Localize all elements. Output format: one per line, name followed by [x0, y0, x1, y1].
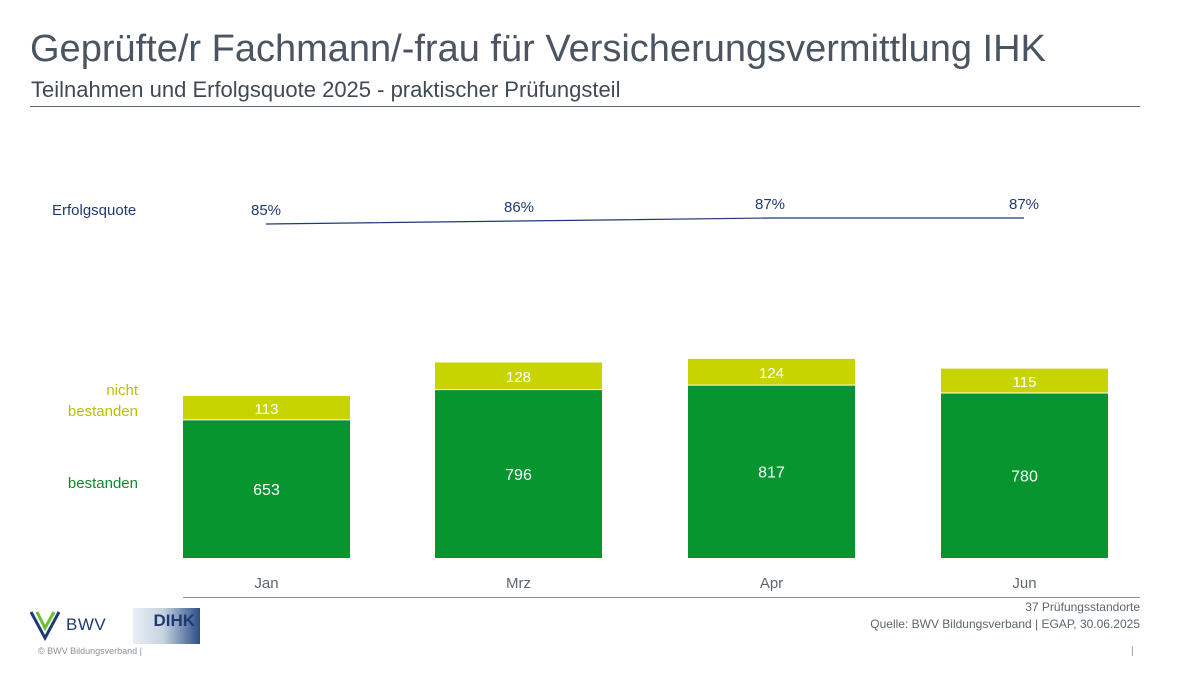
erfolgsquote-label: 87% [1009, 196, 1039, 213]
data-label-bestanden: 817 [758, 465, 785, 482]
bwv-logo-text: BWV [66, 615, 107, 634]
dihk-logo: DIHK [133, 608, 200, 644]
bar-bestanden [941, 392, 1108, 558]
legend-nicht-bestanden: nicht bestanden [67, 382, 138, 420]
footer-standorte: 37 Prüfungsstandorte [1025, 600, 1140, 614]
data-label-bestanden: 796 [505, 467, 532, 484]
bar-nicht-bestanden [941, 368, 1108, 393]
bar-bestanden [688, 385, 855, 558]
data-label-bestanden: 653 [253, 482, 280, 499]
legend-erfolgsquote: Erfolgsquote [52, 202, 137, 219]
bar-nicht-bestanden [183, 395, 350, 420]
erfolgsquote-line [265, 217, 1024, 225]
data-label-nicht-bestanden: 115 [1013, 374, 1037, 391]
bar-bestanden [183, 419, 350, 558]
bar-nicht-bestanden [688, 358, 855, 386]
erfolgsquote-label: 86% [504, 199, 534, 216]
page-separator: | [1131, 646, 1134, 657]
footer-divider [183, 597, 1140, 598]
header-divider [30, 106, 1140, 107]
data-label-nicht-bestanden: 124 [759, 365, 784, 382]
legend-bestanden: bestanden [67, 475, 138, 492]
page-subtitle: Teilnahmen und Erfolgsquote 2025 - prakt… [31, 77, 621, 102]
dihk-logo-text: DIHK [153, 611, 195, 630]
page-title: Geprüfte/r Fachmann/-frau für Versicheru… [30, 28, 1046, 70]
copyright: © BWV Bildungsverband | [38, 646, 143, 656]
data-label-nicht-bestanden: 128 [506, 369, 531, 386]
x-tick-label: Jun [1012, 575, 1036, 592]
footer-source: Quelle: BWV Bildungsverband | EGAP, 30.0… [870, 617, 1140, 631]
x-tick-label: Jan [254, 575, 278, 592]
data-label-nicht-bestanden: 113 [255, 401, 279, 418]
erfolgsquote-label: 85% [251, 202, 281, 219]
x-tick-label: Apr [760, 575, 783, 592]
footer-notes: 37 Prüfungsstandorte Quelle: BWV Bildung… [870, 599, 1140, 633]
erfolgsquote-label: 87% [755, 196, 785, 213]
bwv-logo: BWV [28, 608, 106, 642]
data-label-bestanden: 780 [1011, 468, 1038, 485]
x-tick-label: Mrz [506, 575, 531, 592]
bwv-v-icon [29, 611, 61, 642]
bar-nicht-bestanden [435, 362, 602, 390]
bar-bestanden [435, 389, 602, 558]
